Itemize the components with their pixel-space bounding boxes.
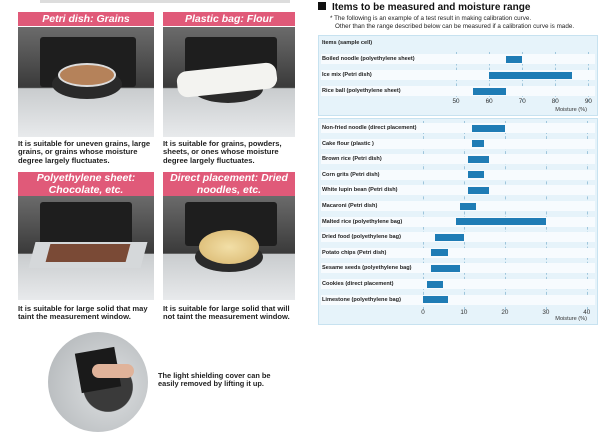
top-edge-strip [40, 0, 290, 3]
x-tick-label: 40 [583, 309, 591, 316]
category-label: Brown rice (Petri dish) [322, 156, 382, 163]
moisture-range-bar [431, 264, 460, 272]
moisture-range-bar [435, 233, 464, 241]
moisture-range-bar [505, 55, 523, 63]
x-tick-label: 0 [421, 309, 425, 316]
chart-row [321, 138, 595, 149]
x-tick-label: 70 [518, 98, 526, 105]
gridline [463, 121, 465, 311]
section-note-line1: * The following is an example of a test … [330, 15, 532, 22]
moisture-range-bar [459, 202, 477, 210]
photo-petri-dish-grains [18, 27, 154, 137]
moisture-range-bar [472, 140, 485, 148]
x-tick-label: 20 [501, 309, 509, 316]
gridline [423, 121, 424, 311]
category-label: Potato chips (Petri dish) [322, 249, 387, 256]
caption-direct-placement: It is suitable for large solid that will… [163, 304, 290, 322]
section-note-line2: Other than the range described below can… [335, 23, 575, 30]
panel-title-direct-placement: Direct placement: Dried noodles, etc. [163, 172, 295, 196]
category-label: Cake flour (plastic ) [322, 140, 374, 147]
panel-title-polyethylene-sheet: Polyethylene sheet: Chocolate, etc. [18, 172, 154, 196]
moisture-range-bar [455, 218, 546, 226]
caption-petri-dish: It is suitable for uneven grains, large … [18, 139, 151, 165]
category-label: Rice ball (polyethylene sheet) [322, 88, 401, 94]
x-tick-label: 50 [452, 98, 460, 105]
chart-row [321, 86, 595, 96]
photo-plastic-bag-flour [163, 27, 295, 137]
moisture-range-bar [468, 171, 485, 179]
caption-polyethylene-sheet: It is suitable for large solid that may … [18, 304, 148, 322]
chart-row [321, 54, 595, 64]
gridline [545, 121, 547, 311]
section-title: Items to be measured and moisture range [318, 2, 530, 13]
moisture-chart-high-range: Items (sample cell) Boiled noodle (polyet… [318, 35, 598, 116]
category-label: Non-fried noodle (direct placement) [322, 125, 417, 131]
category-label: Cookies (direct placement) [322, 281, 394, 287]
x-tick-label: 90 [584, 98, 592, 105]
x-axis-unit: Moisture (%) [555, 107, 587, 113]
x-axis-unit: Moisture (%) [555, 316, 587, 322]
category-label: Boiled noodle (polyethylene sheet) [322, 56, 415, 62]
chart-row [321, 247, 595, 258]
photo-polyethylene-sheet-chocolate [18, 196, 154, 300]
x-tick-label: 80 [551, 98, 559, 105]
caption-plastic-bag: It is suitable for grains, powders, shee… [163, 139, 282, 165]
chart-row [321, 70, 595, 80]
chart-row [321, 201, 595, 211]
gridline [504, 121, 506, 311]
category-label: White lupin bean (Petri dish) [322, 187, 398, 194]
moisture-range-bar [423, 296, 448, 304]
category-label: Ice mix (Petri dish) [322, 72, 372, 78]
square-bullet-icon [318, 2, 326, 10]
chart-row [321, 169, 595, 180]
photo-light-shielding-cover [48, 332, 148, 432]
moisture-range-bar [431, 249, 448, 257]
chart-row [321, 294, 595, 305]
moisture-range-bar [427, 280, 444, 288]
x-tick-label: 60 [485, 98, 493, 105]
category-label: Limestone (polyethylene bag) [322, 296, 401, 303]
chart-row [321, 123, 595, 133]
moisture-range-bar [472, 124, 505, 132]
category-label: Corn grits (Petri dish) [322, 171, 380, 178]
moisture-range-bar [489, 71, 572, 79]
chart-row [321, 154, 595, 165]
chart-header: Items (sample cell) [322, 40, 373, 46]
moisture-range-bar [472, 87, 506, 95]
category-label: Sesame seeds (polyethylene bag) [322, 265, 412, 272]
category-label: Malted rice (polyethylene bag) [322, 218, 403, 225]
category-label: Dried food (polyethylene bag) [322, 234, 401, 241]
panel-title-plastic-bag: Plastic bag: Flour [163, 12, 295, 26]
gridline [586, 121, 588, 311]
caption-light-shielding-cover: The light shielding cover can be easily … [158, 371, 271, 389]
x-tick-label: 30 [542, 309, 550, 316]
x-tick-label: 10 [460, 309, 468, 316]
moisture-range-bar [468, 155, 489, 163]
category-label: Macaroni (Petri dish) [322, 203, 378, 209]
panel-title-petri-dish: Petri dish: Grains [18, 12, 154, 26]
moisture-range-bar [468, 186, 489, 194]
chart-row [321, 185, 595, 196]
moisture-chart-low-range: Non-fried noodle (direct placement) Cake … [318, 118, 598, 325]
photo-direct-placement-noodles [163, 196, 295, 300]
chart-row [321, 279, 595, 289]
